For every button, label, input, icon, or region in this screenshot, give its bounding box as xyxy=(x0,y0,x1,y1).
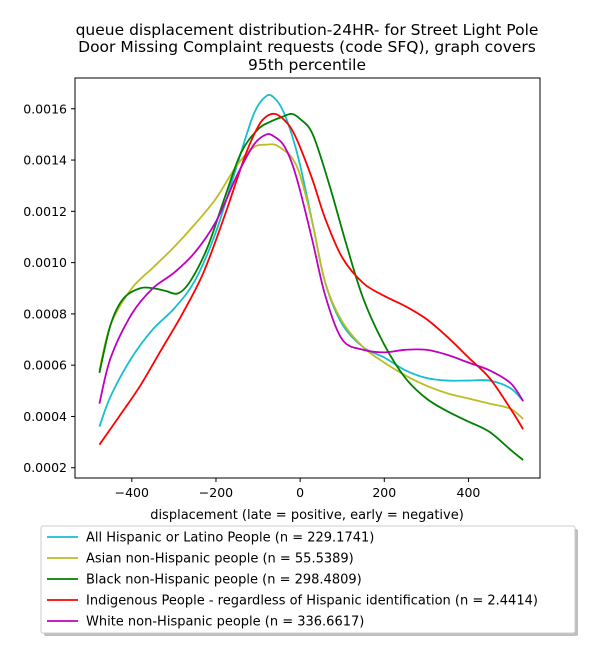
x-tick-label: 200 xyxy=(372,485,396,500)
y-tick-label: 0.0016 xyxy=(23,101,67,116)
y-tick-label: 0.0008 xyxy=(23,306,67,321)
series-line-3 xyxy=(98,112,524,461)
x-tick-label: −400 xyxy=(115,485,149,500)
y-tick-label: 0.0004 xyxy=(23,409,67,424)
x-tick-label: 0 xyxy=(296,485,304,500)
series-layer xyxy=(98,94,524,461)
series-line-5 xyxy=(98,133,524,404)
y-tick-label: 0.0014 xyxy=(23,153,67,168)
x-tick-label: 400 xyxy=(457,485,481,500)
x-axis-label: displacement (late = positive, early = n… xyxy=(150,508,464,523)
x-axis-ticks: −400 −200 0 200 400 xyxy=(115,478,481,500)
legend-frame xyxy=(40,525,576,634)
series-line-1 xyxy=(98,94,524,428)
chart-title: queue displacement distribution-24HR- fo… xyxy=(76,21,539,74)
plot-area-frame xyxy=(74,77,541,479)
legend-label-5: White non-Hispanic people (n = 336.6617) xyxy=(86,615,364,630)
y-tick-label: 0.0010 xyxy=(23,255,67,270)
y-tick-label: 0.0012 xyxy=(23,204,67,219)
title-line-3: 95th percentile xyxy=(248,56,366,74)
legend-label-2: Asian non-Hispanic people (n = 55.5389) xyxy=(86,552,354,567)
legend-label-4: Indigenous People - regardless of Hispan… xyxy=(86,594,538,609)
legend-label-1: All Hispanic or Latino People (n = 229.1… xyxy=(86,531,374,546)
legend-items: All Hispanic or Latino People (n = 229.1… xyxy=(47,531,538,630)
x-tick-label: −200 xyxy=(199,485,233,500)
title-line-2: Door Missing Complaint requests (code SF… xyxy=(78,38,536,56)
legend: All Hispanic or Latino People (n = 229.1… xyxy=(40,525,578,636)
y-tick-label: 0.0006 xyxy=(23,358,67,373)
y-axis-ticks: 0.0002 0.0004 0.0006 0.0008 0.0010 0.0012 0.00… xyxy=(23,101,75,475)
title-line-1: queue displacement distribution-24HR- fo… xyxy=(76,21,539,39)
legend-label-3: Black non-Hispanic people (n = 298.4809) xyxy=(86,573,362,588)
y-tick-label: 0.0002 xyxy=(23,460,67,475)
series-line-2 xyxy=(98,143,524,420)
series-line-4 xyxy=(98,112,524,446)
